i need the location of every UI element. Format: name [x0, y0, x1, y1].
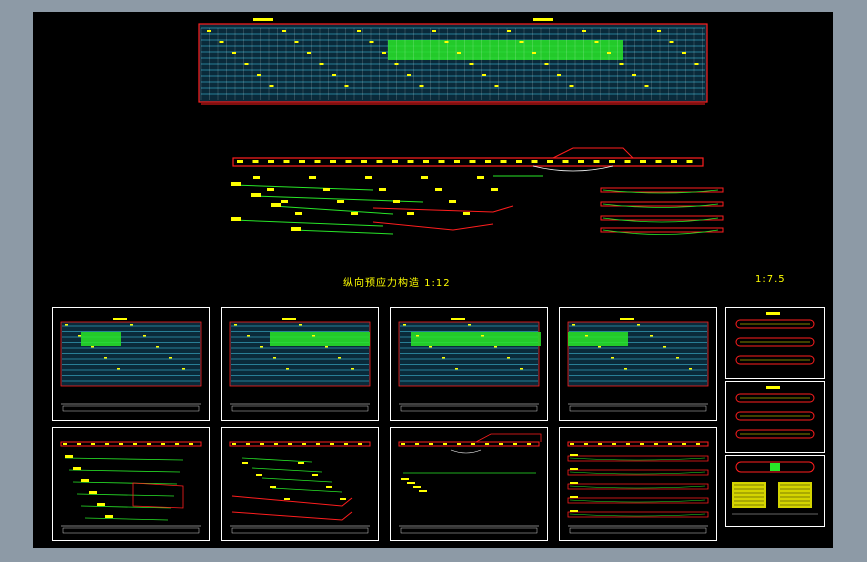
- sheet-tendon-3[interactable]: [390, 427, 548, 541]
- scale-caption: 1:7.5: [755, 274, 786, 285]
- sheet-section-3[interactable]: [725, 455, 825, 527]
- sheet-plan-2-drawing: [229, 318, 371, 412]
- sheet-section-1-drawing: [735, 312, 815, 365]
- sheet-tendon-1-drawing: [60, 441, 202, 534]
- main-caption: 纵向预应力构造 1:12: [343, 278, 451, 289]
- sheet-section-3-drawing: [732, 461, 818, 515]
- main-tendon-drawing: [231, 147, 724, 235]
- sheet-tendon-4-drawing: [567, 441, 709, 534]
- sheet-plan-1-drawing: [60, 318, 202, 412]
- sheet-tendon-4[interactable]: [559, 427, 717, 541]
- sheet-plan-4-drawing: [567, 318, 709, 412]
- sheet-tendon-2-drawing: [229, 441, 371, 534]
- sheet-tendon-1[interactable]: [52, 427, 210, 541]
- sheet-plan-3[interactable]: [390, 307, 548, 421]
- sheet-tendon-2[interactable]: [221, 427, 379, 541]
- sheet-section-2[interactable]: [725, 381, 825, 453]
- sheet-tendon-3-drawing: [398, 433, 542, 534]
- cad-drawing-canvas[interactable]: 纵向预应力构造 1:12 1:7.5: [33, 12, 833, 548]
- sheet-plan-1[interactable]: [52, 307, 210, 421]
- sheet-section-2-drawing: [735, 386, 815, 439]
- sheet-plan-3-drawing: [398, 318, 541, 412]
- sheet-plan-2[interactable]: [221, 307, 379, 421]
- sheet-section-1[interactable]: [725, 307, 825, 379]
- main-plan-drawing: [198, 18, 708, 105]
- sheet-plan-4[interactable]: [559, 307, 717, 421]
